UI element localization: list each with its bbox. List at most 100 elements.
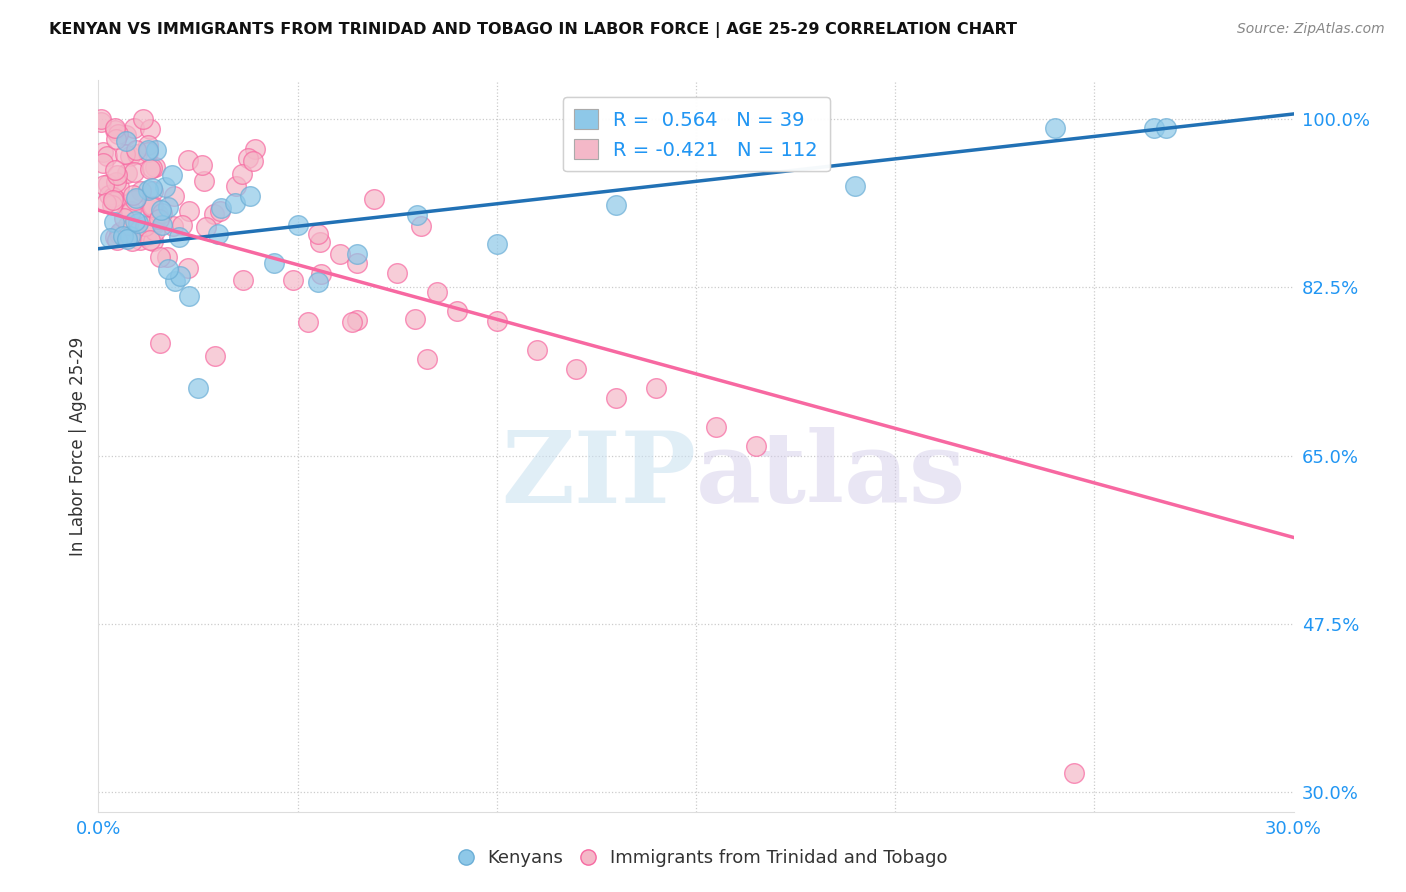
Point <box>149 336 172 351</box>
Point <box>307 227 329 242</box>
Point <box>179 289 201 303</box>
Point <box>232 273 254 287</box>
Point <box>96 149 118 163</box>
Point <box>157 261 180 276</box>
Point <box>97 178 120 192</box>
Point <box>103 215 125 229</box>
Point <box>142 184 165 198</box>
Point <box>176 261 198 276</box>
Point <box>149 250 172 264</box>
Point <box>1063 766 1085 780</box>
Point <box>169 229 191 244</box>
Point <box>308 235 330 249</box>
Point <box>143 224 166 238</box>
Text: ZIP: ZIP <box>501 426 696 524</box>
Point <box>129 234 152 248</box>
Point <box>104 163 127 178</box>
Point <box>122 164 145 178</box>
Point <box>105 233 128 247</box>
Point <box>416 352 439 367</box>
Point <box>121 187 143 202</box>
Point <box>117 219 139 233</box>
Point <box>143 161 166 175</box>
Point <box>193 174 215 188</box>
Point <box>207 227 229 242</box>
Point <box>136 183 159 197</box>
Point <box>297 315 319 329</box>
Point <box>195 220 218 235</box>
Point <box>404 311 426 326</box>
Point <box>111 228 134 243</box>
Point <box>242 154 264 169</box>
Point <box>136 143 159 157</box>
Point <box>169 268 191 283</box>
Point <box>105 175 128 189</box>
Point <box>565 362 588 376</box>
Point <box>1143 121 1166 136</box>
Point <box>179 204 201 219</box>
Point <box>93 178 115 192</box>
Point <box>156 251 179 265</box>
Point <box>202 207 225 221</box>
Point <box>142 199 165 213</box>
Point <box>605 198 627 212</box>
Point <box>605 391 627 405</box>
Point <box>346 256 368 270</box>
Point <box>115 134 138 148</box>
Point <box>108 180 131 194</box>
Point <box>141 161 163 176</box>
Point <box>139 200 162 214</box>
Point <box>141 181 163 195</box>
Point <box>236 151 259 165</box>
Point <box>177 153 200 167</box>
Point <box>134 219 156 233</box>
Point <box>112 211 135 225</box>
Point <box>141 200 163 214</box>
Point <box>97 187 120 202</box>
Point <box>406 208 429 222</box>
Point <box>224 195 246 210</box>
Point <box>114 128 136 143</box>
Point <box>172 218 194 232</box>
Point <box>136 137 159 152</box>
Point <box>287 218 309 232</box>
Point <box>346 246 368 260</box>
Point <box>127 216 149 230</box>
Point <box>363 192 385 206</box>
Point <box>115 166 138 180</box>
Point <box>1043 121 1066 136</box>
Point <box>150 206 173 220</box>
Point <box>329 247 352 261</box>
Point <box>127 147 149 161</box>
Y-axis label: In Labor Force | Age 25-29: In Labor Force | Age 25-29 <box>69 336 87 556</box>
Point <box>104 123 127 137</box>
Point <box>446 304 468 318</box>
Point <box>98 230 121 244</box>
Point <box>162 219 184 234</box>
Point <box>101 198 124 212</box>
Point <box>645 381 668 395</box>
Point <box>485 236 508 251</box>
Point <box>90 115 112 129</box>
Point <box>309 267 332 281</box>
Point <box>135 228 157 243</box>
Point <box>245 142 267 156</box>
Point <box>209 201 232 215</box>
Text: KENYAN VS IMMIGRANTS FROM TRINIDAD AND TOBAGO IN LABOR FORCE | AGE 25-29 CORRELA: KENYAN VS IMMIGRANTS FROM TRINIDAD AND T… <box>49 22 1017 38</box>
Legend: Kenyans, Immigrants from Trinidad and Tobago: Kenyans, Immigrants from Trinidad and To… <box>451 842 955 874</box>
Point <box>844 179 866 194</box>
Text: Source: ZipAtlas.com: Source: ZipAtlas.com <box>1237 22 1385 37</box>
Point <box>146 207 169 221</box>
Point <box>93 156 115 170</box>
Point <box>1154 121 1177 136</box>
Point <box>225 179 247 194</box>
Point <box>704 419 727 434</box>
Point <box>263 255 285 269</box>
Point <box>120 204 142 219</box>
Text: atlas: atlas <box>696 426 966 524</box>
Point <box>150 202 173 217</box>
Point <box>204 349 226 363</box>
Point <box>90 112 112 127</box>
Point <box>114 147 136 161</box>
Point <box>125 191 148 205</box>
